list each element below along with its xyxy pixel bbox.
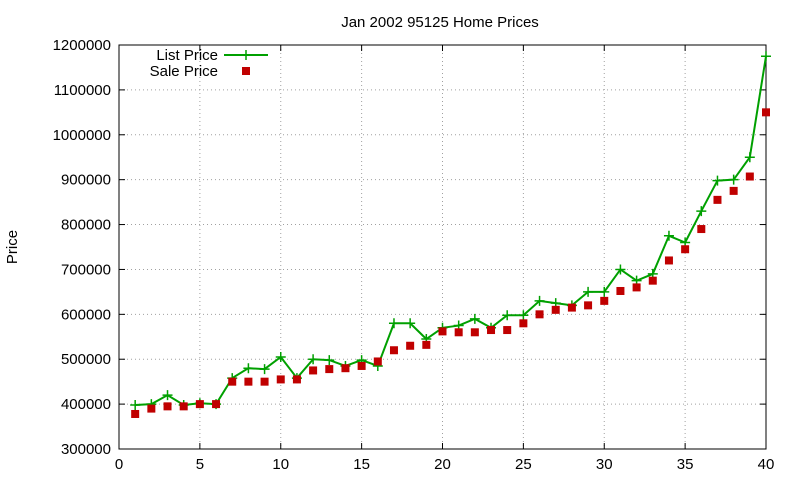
sale-price-point	[616, 286, 625, 295]
sale-price-point	[357, 361, 366, 370]
data-series	[130, 51, 771, 418]
x-tick-label: 15	[353, 456, 370, 473]
sale-price-point	[535, 310, 544, 319]
sale-price-point	[373, 357, 382, 366]
sale-price-point	[519, 319, 528, 328]
list-price-point	[534, 295, 545, 306]
legend-swatch-plus	[241, 50, 251, 60]
x-tick-label: 30	[596, 456, 613, 473]
sale-price-point	[212, 400, 221, 409]
x-tick-label: 5	[196, 456, 204, 473]
chart-title: Jan 2002 95125 Home Prices	[341, 14, 539, 31]
sale-price-point	[584, 301, 593, 310]
sale-price-point	[131, 409, 140, 418]
sale-price-point	[664, 256, 673, 265]
sale-price-point	[309, 366, 318, 375]
sale-price-point	[228, 377, 237, 386]
y-tick-label: 600000	[61, 306, 111, 323]
sale-price-point	[681, 245, 690, 254]
list-price-point	[324, 355, 335, 366]
sale-price-point	[179, 402, 188, 411]
sale-price-point	[389, 346, 398, 355]
list-price-point	[744, 152, 755, 163]
legend-swatch-square	[242, 67, 250, 75]
list-price-point	[243, 363, 254, 374]
sale-price-point	[697, 225, 706, 234]
sale-price-point	[406, 341, 415, 350]
sale-price-point	[260, 377, 269, 386]
y-tick-label: 800000	[61, 217, 111, 234]
sale-price-point	[762, 108, 770, 117]
list-price-point	[308, 354, 319, 365]
sale-price-point	[438, 327, 447, 336]
y-tick-label: 1100000	[54, 82, 111, 99]
sale-price-point	[325, 365, 334, 374]
x-tick-label: 25	[515, 456, 532, 473]
list-price-point	[502, 310, 513, 321]
list-price-point	[696, 206, 707, 217]
sale-price-point	[648, 276, 657, 285]
sale-price-point	[454, 328, 463, 337]
list-price-point	[518, 310, 529, 321]
sale-price-point	[292, 375, 301, 384]
list-price-point	[469, 313, 480, 324]
x-tick-label: 0	[115, 456, 123, 473]
legend-label: Sale Price	[150, 63, 218, 80]
legend-label: List Price	[156, 47, 218, 64]
sale-price-point	[632, 283, 641, 292]
y-tick-label: 900000	[61, 172, 111, 189]
list-price-point	[712, 175, 723, 186]
y-tick-label: 700000	[61, 261, 111, 278]
sale-price-point	[341, 364, 350, 373]
x-tick-label: 40	[758, 456, 775, 473]
y-tick-label: 400000	[61, 396, 111, 413]
list-price-point	[615, 264, 626, 275]
y-axis-label: Price	[4, 230, 21, 264]
list-price-point	[583, 286, 594, 297]
y-tick-label: 300000	[61, 441, 111, 458]
x-tick-label: 35	[677, 456, 694, 473]
y-tick-label: 500000	[61, 351, 111, 368]
sale-price-point	[487, 326, 496, 335]
list-price-point	[162, 390, 173, 401]
list-price-line	[135, 56, 767, 407]
sale-price-point	[276, 375, 285, 384]
sale-price-point	[147, 404, 156, 413]
list-price-point	[130, 400, 141, 411]
list-price-point	[728, 174, 739, 185]
sale-price-point	[470, 328, 479, 337]
x-tick-label: 20	[434, 456, 451, 473]
grid-lines	[119, 45, 766, 449]
list-price-point	[275, 351, 286, 362]
sale-price-point	[422, 340, 431, 349]
list-price-point	[599, 286, 610, 297]
list-price-point	[761, 51, 771, 62]
sale-price-point	[195, 400, 204, 409]
sale-price-point	[503, 326, 512, 335]
sale-price-point	[551, 305, 560, 314]
sale-price-point	[163, 402, 172, 411]
x-tick-label: 10	[272, 456, 289, 473]
list-price-point	[405, 318, 416, 329]
sale-price-point	[600, 296, 609, 305]
list-price-point	[388, 318, 399, 329]
sale-price-point	[745, 172, 754, 181]
y-tick-label: 1200000	[53, 37, 111, 54]
list-price-point	[663, 230, 674, 241]
sale-price-point	[713, 195, 722, 204]
list-price-point	[259, 364, 270, 375]
y-tick-label: 1000000	[53, 127, 111, 144]
sale-price-point	[567, 303, 576, 312]
sale-price-point	[729, 186, 738, 195]
sale-price-point	[244, 377, 253, 386]
plot-frame	[118, 44, 767, 450]
axis-ticks: 300000 400000 500000 600000 700000 800000 9000…	[53, 37, 775, 473]
